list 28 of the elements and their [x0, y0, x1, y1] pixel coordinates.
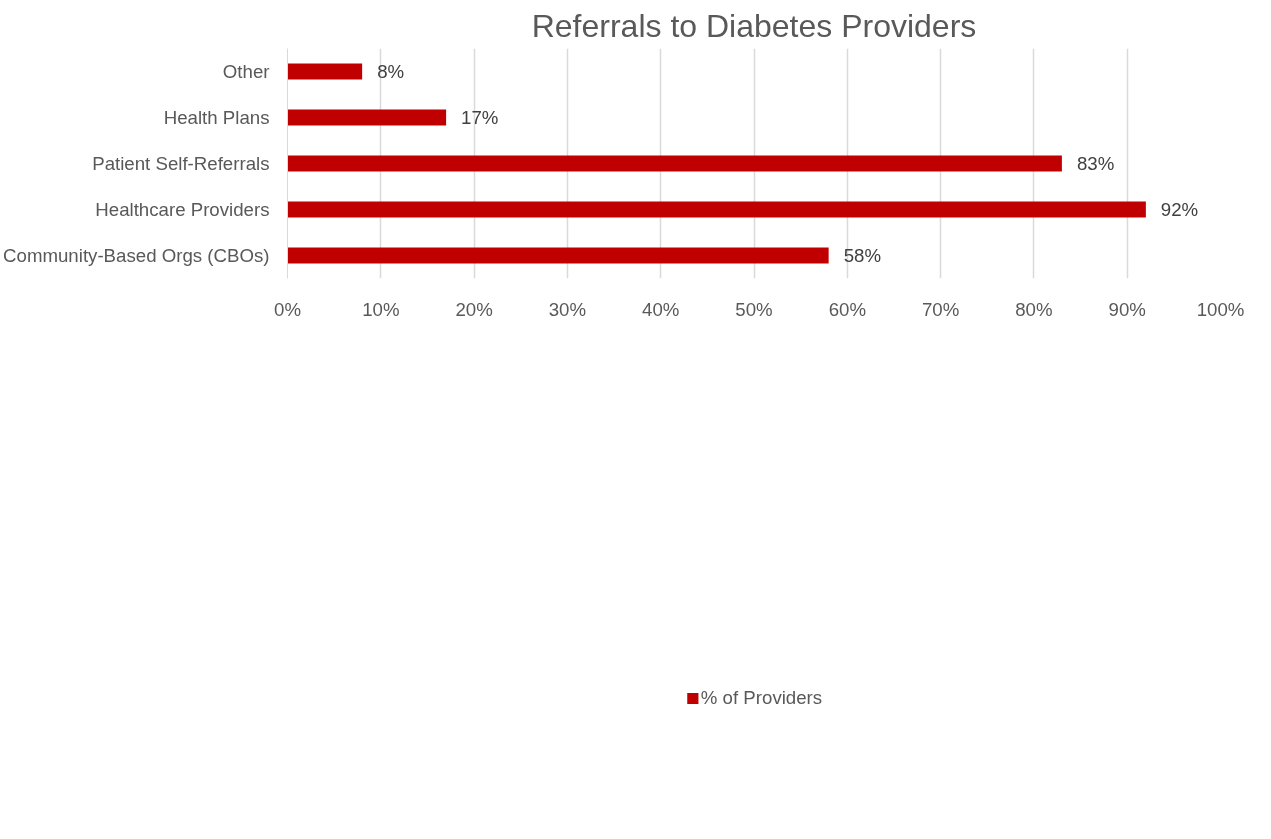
- x-tick-label: 40%: [642, 298, 680, 320]
- bar: [287, 109, 447, 126]
- x-tick-label: 20%: [455, 298, 493, 320]
- x-tick-label: 50%: [735, 298, 773, 320]
- y-tick-label: Health Plans: [163, 107, 270, 128]
- legend-label: % of Providers: [700, 686, 823, 709]
- x-tick-label: 100%: [1196, 298, 1245, 320]
- x-tick-label: 80%: [1015, 298, 1053, 320]
- x-tick-label: 90%: [1108, 298, 1146, 320]
- x-tick-label: 0%: [274, 298, 301, 320]
- bar: [287, 247, 829, 264]
- text: 58%: [843, 245, 881, 266]
- y-tick-label: Community-Based Orgs (CBOs): [3, 245, 270, 266]
- text: 92%: [1160, 199, 1199, 220]
- text: 17%: [461, 107, 499, 128]
- x-tick-label: 70%: [921, 298, 960, 320]
- bar: [287, 201, 1146, 218]
- text: 8%: [377, 61, 405, 82]
- x-tick-label: 30%: [548, 298, 587, 320]
- bar: [287, 63, 363, 80]
- y-tick-label: Patient Self-Referrals: [92, 153, 270, 174]
- x-tick-label: 10%: [362, 298, 400, 320]
- chart-title: Referrals to Diabetes Providers: [531, 7, 977, 44]
- y-tick-label: Other: [222, 61, 270, 82]
- text: 83%: [1076, 153, 1115, 174]
- bar: [287, 155, 1062, 172]
- y-tick-label: Healthcare Providers: [95, 199, 270, 220]
- x-tick-label: 60%: [828, 298, 866, 320]
